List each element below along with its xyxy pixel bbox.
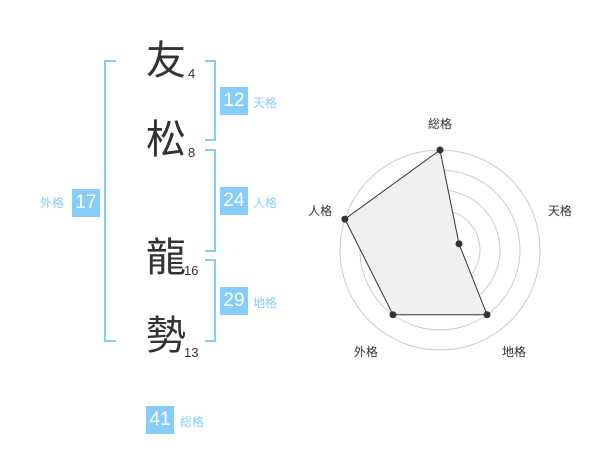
name-char-1: 友 (146, 38, 186, 84)
radar-point (483, 311, 491, 319)
radar-point (436, 146, 444, 154)
name-char-2: 松 (146, 117, 186, 163)
radar-axis-label: 人格 (308, 203, 332, 218)
chikaku-bracket (205, 259, 216, 342)
stroke-count-2: 8 (188, 145, 196, 160)
radar-axis-label: 総格 (428, 116, 452, 131)
jinkaku-bracket (205, 149, 216, 252)
tenkaku-label: 天格 (253, 96, 278, 110)
stroke-count-1: 4 (188, 66, 196, 81)
stroke-count-4: 13 (184, 345, 199, 360)
tenkaku-bracket (205, 60, 216, 141)
radar-point (341, 215, 349, 223)
chikaku-label: 地格 (253, 296, 278, 310)
radar-axis-label: 地格 (502, 344, 526, 359)
soukaku-value: 41 (146, 406, 174, 434)
radar-axis-label: 外格 (354, 344, 378, 359)
radar-point (389, 311, 397, 319)
name-char-3: 龍 (146, 235, 186, 281)
jinkaku-label: 人格 (253, 196, 278, 210)
gaikaku-bracket (104, 60, 116, 342)
radar-axis-label: 天格 (548, 203, 572, 218)
stroke-count-3: 16 (184, 263, 199, 278)
soukaku-label: 総格 (180, 415, 205, 429)
chikaku-value: 29 (220, 287, 248, 315)
radar-area (344, 149, 488, 316)
gaikaku-value: 17 (72, 189, 100, 217)
name-char-4: 勢 (146, 313, 186, 359)
jinkaku-value: 24 (220, 187, 248, 215)
tenkaku-value: 12 (220, 87, 248, 115)
radar-point (455, 240, 463, 248)
gaikaku-label: 外格 (40, 196, 65, 210)
